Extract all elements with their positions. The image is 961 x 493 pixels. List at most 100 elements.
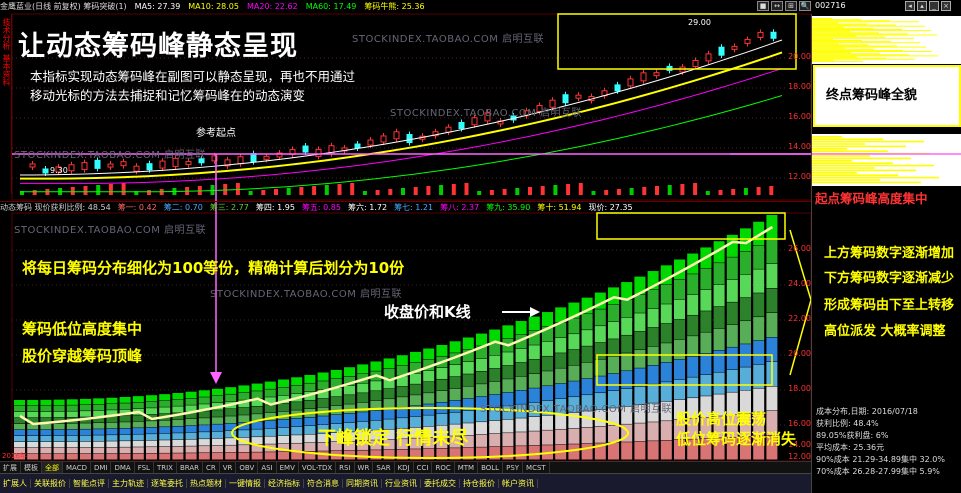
chip-segment [568, 318, 580, 334]
indicator-tab[interactable]: FSL [135, 462, 154, 473]
indicator-tab[interactable]: RSI [336, 462, 355, 473]
indicator-tab[interactable]: SAR [373, 462, 395, 473]
indicator-tab[interactable]: WR [355, 462, 374, 473]
chip-segment [93, 423, 105, 429]
indicator-tab[interactable]: DMA [111, 462, 135, 473]
price-tick: 18.00 [788, 82, 811, 91]
chip-segment [568, 444, 580, 460]
chip-segment [423, 359, 435, 371]
chip-segment [581, 395, 593, 411]
volume-bar [718, 190, 723, 195]
indicator-tab[interactable]: VR [220, 462, 237, 473]
arrows-icon[interactable]: ↔ [771, 1, 783, 11]
chip-segment [159, 440, 171, 447]
chart-canvas[interactable] [0, 0, 811, 473]
status-tab[interactable]: 同期资讯 [343, 479, 382, 488]
chip-segment [713, 416, 725, 438]
candle-body [42, 168, 49, 174]
status-tab[interactable]: 热点题材 [187, 479, 226, 488]
chip-segment [14, 430, 25, 436]
chip-segment [396, 376, 408, 387]
chip-histogram-bar [812, 138, 883, 140]
chip-segment [304, 417, 316, 426]
close-icon[interactable]: × [941, 1, 951, 11]
chip-segment [238, 452, 250, 460]
chip-segment [225, 452, 237, 460]
status-tab[interactable]: 一键情报 [226, 479, 265, 488]
annotation-low-2: 股价穿越筹码顶峰 [22, 347, 143, 365]
chip-histogram-bar [812, 30, 931, 32]
indicator-tab[interactable]: BOLL [478, 462, 504, 473]
indicator-tab[interactable]: 全部 [42, 462, 63, 473]
indicator-tab[interactable]: EMV [277, 462, 299, 473]
indicator-tab[interactable]: CCI [414, 462, 433, 473]
chip-segment [383, 378, 395, 389]
chip-segment [515, 321, 527, 335]
indicator-tab[interactable]: MACD [63, 462, 91, 473]
chip-segment [40, 447, 52, 454]
candle-body [575, 94, 582, 99]
status-tab[interactable]: 关联报价 [31, 479, 70, 488]
indicator-tab[interactable]: MTM [455, 462, 479, 473]
indicator-tab[interactable]: OBV [236, 462, 259, 473]
chip-segment [159, 394, 171, 401]
bracket-icon [789, 229, 811, 376]
indicator-tab[interactable]: CR [203, 462, 220, 473]
chip-segment [528, 330, 540, 345]
status-tab[interactable]: 委托成交 [421, 479, 460, 488]
indicator-tab[interactable]: VOL-TDX [299, 462, 337, 473]
candle-body [718, 46, 725, 56]
candle-body [757, 31, 764, 38]
chip-value: 筹二: 0.70 [163, 203, 203, 212]
sidebar-tab-basic[interactable]: 基本资料 [2, 54, 11, 86]
indicator-tab[interactable]: KDJ [395, 462, 414, 473]
chip-segment [726, 279, 738, 302]
chip-segment [581, 346, 593, 363]
chip-segment [634, 386, 646, 405]
status-tab[interactable]: 帐户资讯 [499, 479, 538, 488]
chip-segment [383, 399, 395, 409]
chip-segment [370, 450, 382, 460]
price-tick: 16.00 [788, 112, 811, 121]
minimize-icon[interactable]: _ [929, 1, 939, 11]
chip-segment [172, 446, 184, 453]
zoom-icon[interactable]: 🔍 [799, 1, 811, 11]
candle-body [562, 94, 569, 104]
status-tab[interactable]: 逐笔委托 [148, 479, 187, 488]
status-tab[interactable]: 行业资讯 [382, 479, 421, 488]
chip-histogram-bar [812, 51, 932, 52]
chip-histogram-bar [812, 167, 875, 169]
sidebar-tab-tech[interactable]: 技术分析 [2, 18, 11, 50]
indicator-tab[interactable]: MCST [523, 462, 550, 473]
indicator-tab[interactable]: TRIX [154, 462, 177, 473]
chip-segment [674, 259, 685, 280]
left-arrow-icon[interactable]: ◂ [905, 1, 915, 11]
chip-segment [766, 337, 778, 362]
chip-segment [726, 347, 738, 370]
indicator-tab[interactable]: DMI [91, 462, 112, 473]
chip-segment [608, 356, 619, 374]
status-tab[interactable]: 扩展人 [0, 479, 31, 488]
indicator-tab[interactable]: ROC [432, 462, 455, 473]
square-icon[interactable]: ■ [757, 1, 769, 11]
chip-segment [449, 376, 461, 389]
status-tab[interactable]: 符合消息 [304, 479, 343, 488]
arrow-down-icon [210, 372, 222, 384]
grid-icon[interactable]: ⊞ [785, 1, 797, 11]
chip-segment [753, 364, 765, 389]
chip-histogram-bar [812, 24, 896, 26]
indicator-tab[interactable]: PSY [503, 462, 524, 473]
status-tab[interactable]: 主力轨迹 [109, 479, 148, 488]
up-arrow-icon[interactable]: ▴ [917, 1, 927, 11]
chip-segment [462, 410, 474, 423]
indicator-tab[interactable]: ASI [258, 462, 277, 473]
indicator-tab[interactable]: BRAR [177, 462, 203, 473]
chip-segment [555, 353, 567, 368]
chip-segment [634, 441, 646, 460]
status-tab[interactable]: 持仓报价 [460, 479, 499, 488]
status-tab[interactable]: 经济指标 [265, 479, 304, 488]
status-tab[interactable]: 智能点评 [70, 479, 109, 488]
indicator-tab[interactable]: 扩展 [0, 462, 21, 473]
chip-segment [700, 417, 712, 439]
indicator-tab[interactable]: 模板 [21, 462, 42, 473]
